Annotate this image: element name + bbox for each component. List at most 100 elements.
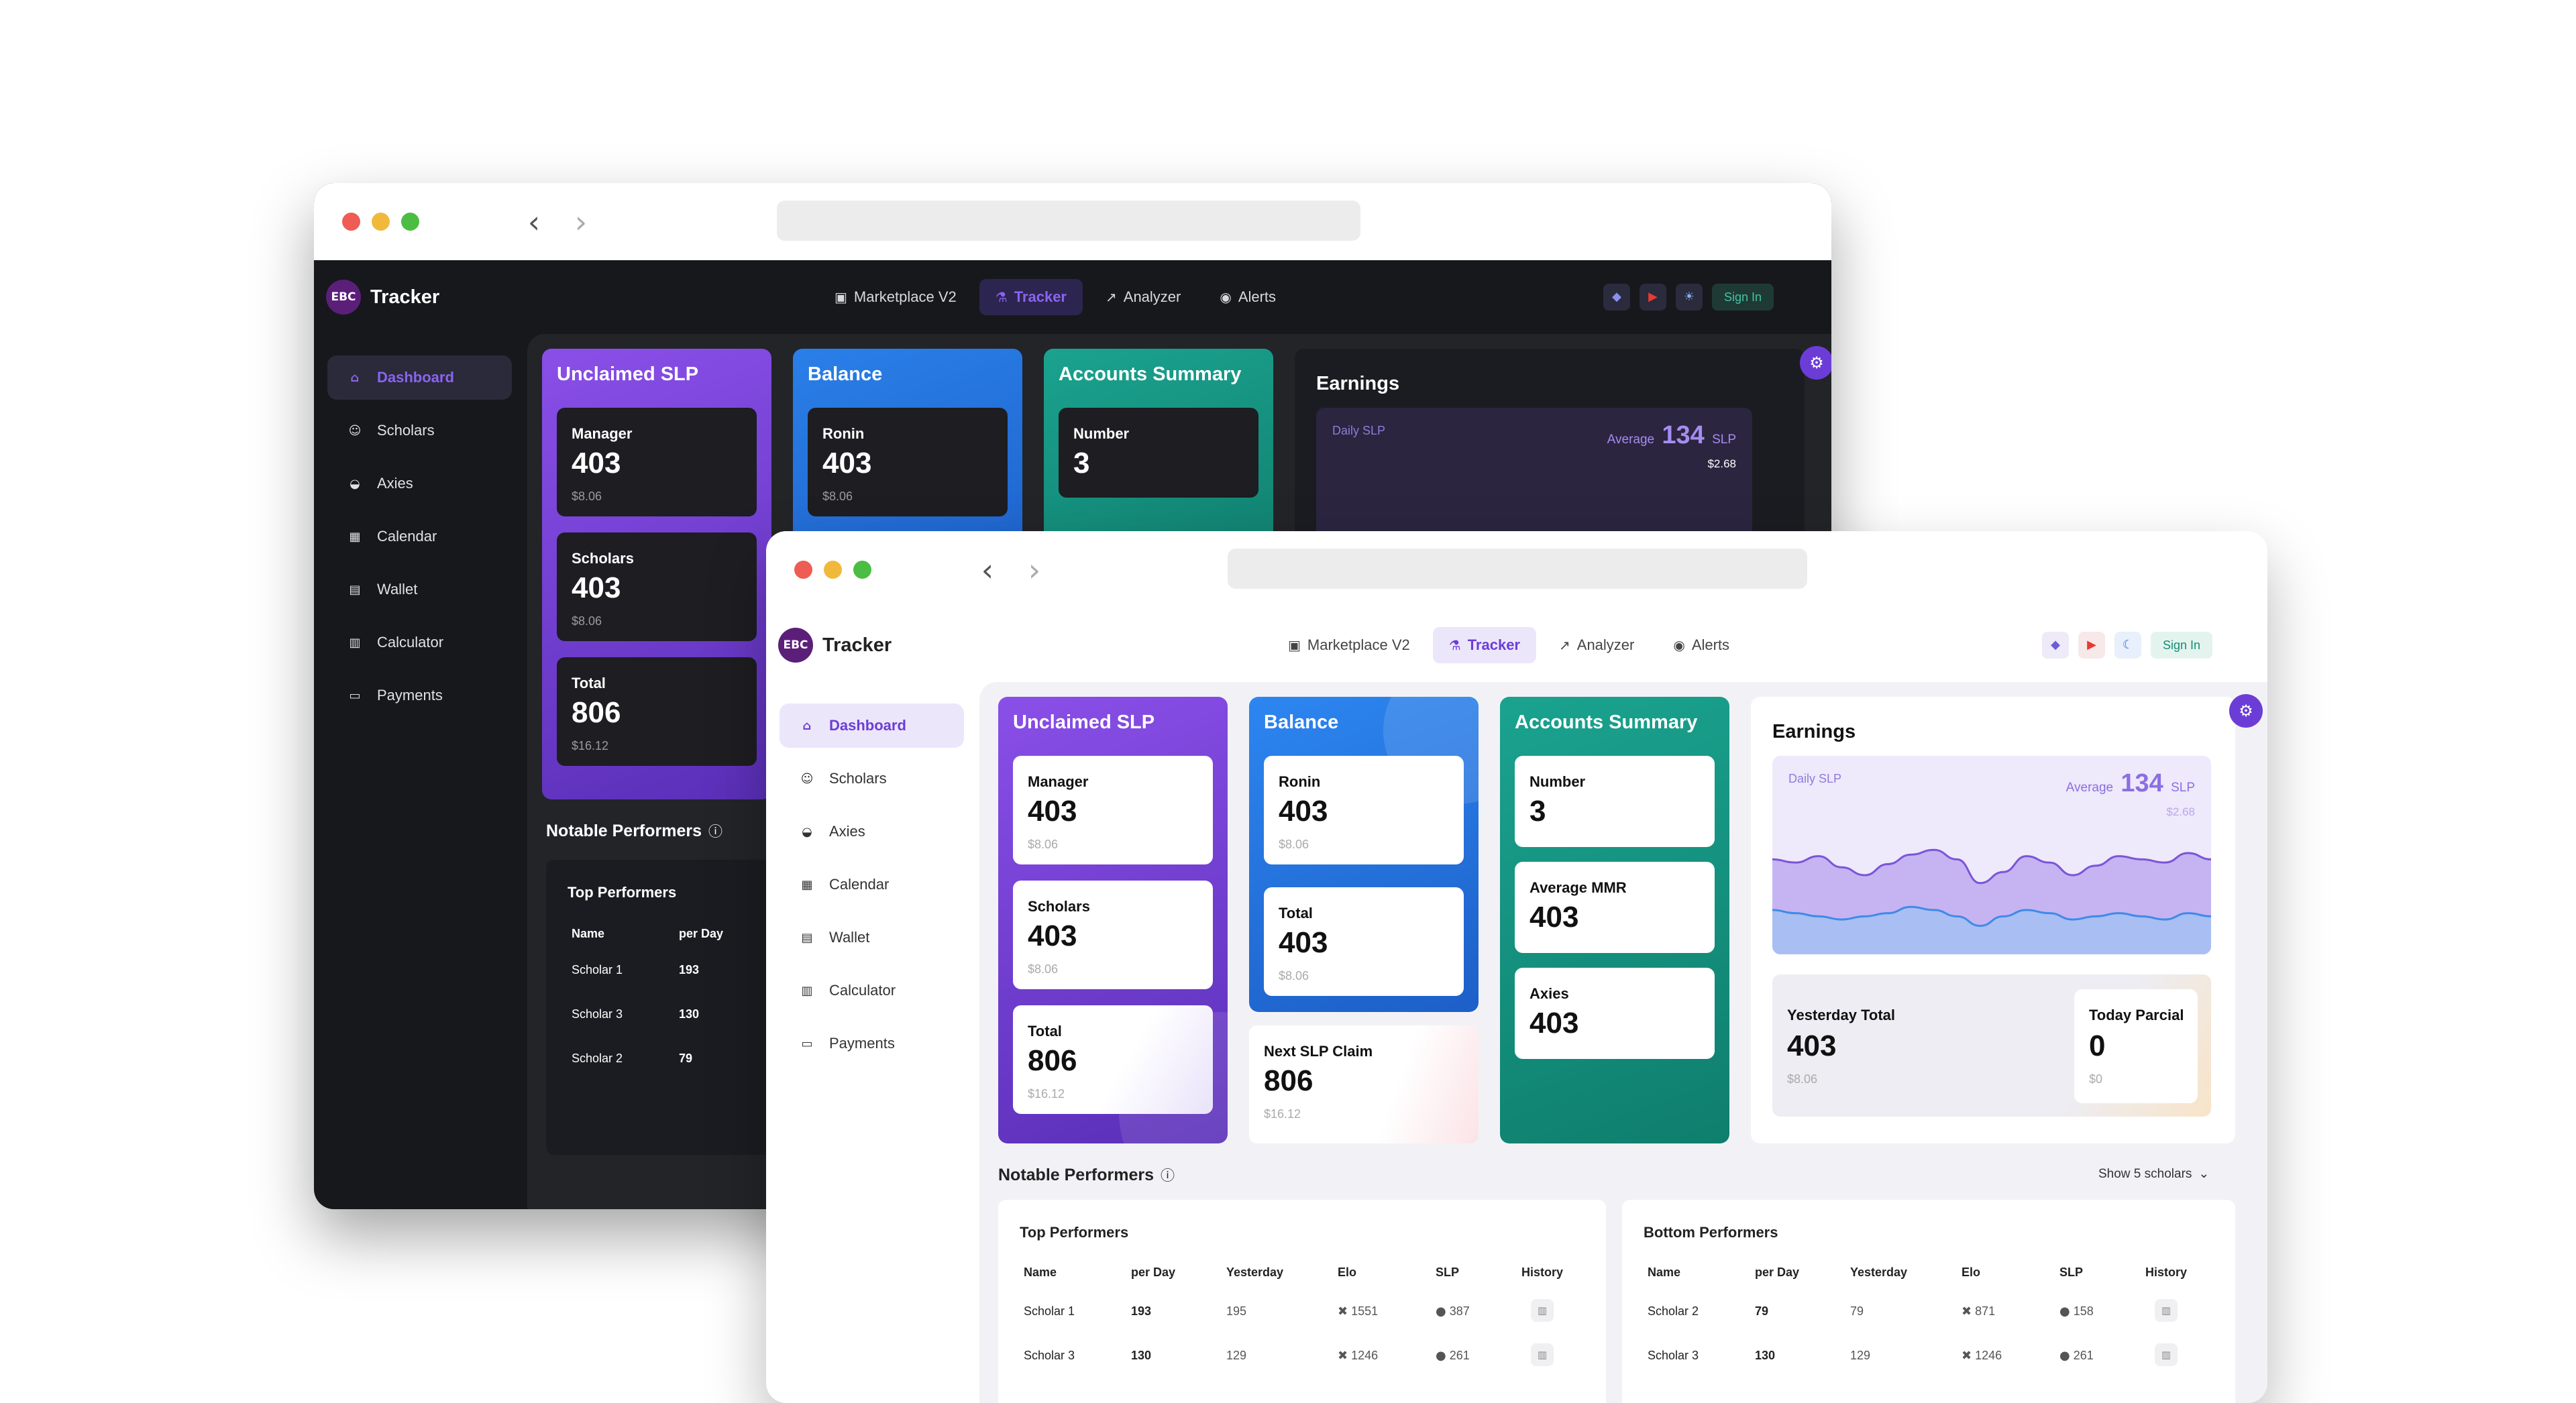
sidebar-item-scholars[interactable]: ☺ Scholars bbox=[348, 422, 435, 439]
settings-gear-icon[interactable]: ⚙ bbox=[1800, 346, 1831, 380]
wallet-icon: ▤ bbox=[349, 582, 361, 597]
minimize-dot[interactable] bbox=[824, 561, 842, 579]
axie-icon: ◒ bbox=[802, 824, 812, 839]
sidebar-item-calculator[interactable]: ▥ Calculator bbox=[780, 968, 964, 1013]
home-icon: ⌂ bbox=[350, 370, 360, 385]
sign-in-button[interactable]: Sign In bbox=[1712, 284, 1774, 311]
unclaimed-slp-title: Unclaimed SLP bbox=[557, 363, 699, 385]
tab-tracker[interactable]: ⚗ Tracker bbox=[979, 279, 1083, 315]
sidebar-item-dashboard[interactable]: ⌂ Dashboard bbox=[780, 704, 964, 748]
info-icon[interactable]: ⓘ bbox=[1161, 1168, 1175, 1184]
card-icon: ▭ bbox=[801, 1036, 813, 1051]
history-chart-icon[interactable]: ▥ bbox=[1531, 1299, 1554, 1322]
stat-average-mmr: Average MMR 403 bbox=[1515, 862, 1715, 953]
stat-manager: Manager 403 $8.06 bbox=[1013, 756, 1213, 864]
elo-icon: ✖ bbox=[1962, 1349, 1972, 1363]
zoom-dot[interactable] bbox=[401, 213, 419, 231]
top-performers-table: Top Performers Name per Day Yesterday El… bbox=[998, 1200, 1606, 1403]
chart-icon: ↗ bbox=[1559, 637, 1570, 653]
average-usd: $2.68 bbox=[2166, 805, 2195, 818]
chart-label: Daily SLP bbox=[1332, 424, 1386, 437]
top-nav: ▣ Marketplace V2 ⚗ Tracker ↗ Analyzer ◉ Aler… bbox=[1272, 627, 1746, 663]
sidebar-item-calendar[interactable]: ▦ Calendar bbox=[780, 862, 964, 907]
url-bar[interactable] bbox=[777, 201, 1360, 241]
yesterday-today-panel: Yesterday Total 403 $8.06 Today Parcial … bbox=[1772, 974, 2211, 1117]
average-label: Average 134 SLP bbox=[1607, 421, 1736, 449]
stat-scholars: Scholars 403 $8.06 bbox=[557, 532, 757, 641]
storefront-icon: ▣ bbox=[835, 289, 847, 305]
earnings-title: Earnings bbox=[1772, 721, 1856, 742]
today-parcial-value: 0 bbox=[2089, 1029, 2106, 1062]
settings-gear-icon[interactable]: ⚙ bbox=[2229, 694, 2263, 728]
sidebar-item-dashboard[interactable]: ⌂ Dashboard bbox=[327, 355, 512, 400]
stat-total: Total 806 $16.12 bbox=[557, 657, 757, 766]
broadcast-icon: ◉ bbox=[1220, 289, 1232, 305]
sidebar-item-axies[interactable]: ◒ Axies bbox=[327, 461, 512, 506]
flask-icon: ⚗ bbox=[1448, 637, 1461, 653]
minimize-dot[interactable] bbox=[372, 213, 390, 231]
chevron-left-icon[interactable]: ‹ bbox=[981, 552, 994, 588]
balance-title: Balance bbox=[1264, 712, 1339, 733]
app-logo[interactable]: EBC bbox=[326, 280, 361, 315]
wallet-icon: ▤ bbox=[801, 930, 813, 945]
sidebar-item-scholars[interactable]: ☺ Scholars bbox=[800, 770, 887, 787]
top-nav: ▣ Marketplace V2 ⚗ Tracker ↗ Analyzer ◉ Aler… bbox=[818, 279, 1292, 315]
url-bar[interactable] bbox=[1228, 549, 1807, 589]
close-dot[interactable] bbox=[342, 213, 360, 231]
app-logo[interactable]: EBC bbox=[778, 628, 813, 663]
chevron-right-icon[interactable]: › bbox=[574, 204, 588, 240]
theme-toggle-icon[interactable]: ☀ bbox=[1676, 284, 1703, 311]
tab-alerts[interactable]: ◉ Alerts bbox=[1657, 627, 1746, 663]
app-name: Tracker bbox=[370, 286, 440, 308]
sidebar-item-wallet[interactable]: ▤ Wallet bbox=[780, 915, 964, 960]
youtube-icon[interactable]: ▶ bbox=[1640, 284, 1666, 311]
zoom-dot[interactable] bbox=[853, 561, 871, 579]
series-1-line bbox=[1772, 905, 2211, 928]
dark-browser-titlebar: ‹ › bbox=[314, 183, 1831, 260]
chevron-right-icon[interactable]: › bbox=[1028, 552, 1041, 588]
tab-alerts[interactable]: ◉ Alerts bbox=[1203, 279, 1292, 315]
sidebar-item-payments[interactable]: ▭ Payments bbox=[780, 1021, 964, 1066]
tab-marketplace[interactable]: ▣ Marketplace V2 bbox=[818, 279, 973, 315]
light-browser-window: ‹ › EBC Tracker ▣ Marketplace V2 ⚗ Tracker… bbox=[766, 531, 2267, 1403]
tab-tracker[interactable]: ⚗ Tracker bbox=[1432, 627, 1536, 663]
header-actions: ◆ ▶ ☀ Sign In bbox=[1603, 284, 1774, 311]
sidebar-item-payments[interactable]: ▭ Payments bbox=[327, 673, 512, 718]
slp-icon: ● bbox=[1436, 1304, 1446, 1318]
unclaimed-slp-card: Unclaimed SLP Manager 403 $8.06 Scholars… bbox=[998, 697, 1228, 1143]
notable-performers-title: Notable Performers ⓘ bbox=[998, 1166, 1175, 1184]
close-dot[interactable] bbox=[794, 561, 812, 579]
sidebar-item-calendar[interactable]: ▦ Calendar bbox=[327, 514, 512, 559]
home-icon: ⌂ bbox=[802, 718, 812, 733]
header-actions: ◆ ▶ ☾ Sign In bbox=[2042, 632, 2213, 659]
stat-scholars: Scholars 403 $8.06 bbox=[1013, 881, 1213, 989]
slp-icon: ● bbox=[1436, 1349, 1446, 1363]
discord-icon[interactable]: ◆ bbox=[1603, 284, 1630, 311]
discord-icon[interactable]: ◆ bbox=[2042, 632, 2069, 659]
sidebar-item-wallet[interactable]: ▤ Wallet bbox=[327, 567, 512, 612]
app-name: Tracker bbox=[822, 634, 892, 656]
tab-analyzer[interactable]: ↗ Analyzer bbox=[1543, 627, 1650, 663]
series-1-area bbox=[1772, 907, 2211, 954]
sign-in-button[interactable]: Sign In bbox=[2151, 632, 2213, 659]
elo-icon: ✖ bbox=[1338, 1349, 1348, 1363]
sidebar-item-calculator[interactable]: ▥ Calculator bbox=[327, 620, 512, 665]
tab-analyzer[interactable]: ↗ Analyzer bbox=[1089, 279, 1197, 315]
elo-icon: ✖ bbox=[1962, 1304, 1972, 1318]
show-scholars-select[interactable]: Show 5 scholars ⌄ bbox=[2098, 1166, 2210, 1181]
history-chart-icon[interactable]: ▥ bbox=[2155, 1343, 2178, 1366]
chevron-left-icon[interactable]: ‹ bbox=[527, 204, 541, 240]
sidebar-item-axies[interactable]: ◒ Axies bbox=[780, 809, 964, 854]
average-label: Average 134 SLP bbox=[2065, 769, 2195, 797]
chevron-down-icon: ⌄ bbox=[2198, 1166, 2210, 1181]
balance-title: Balance bbox=[808, 363, 883, 385]
stat-ronin: Ronin 403 $8.06 bbox=[808, 408, 1008, 516]
elo-icon: ✖ bbox=[1338, 1304, 1348, 1318]
tab-marketplace[interactable]: ▣ Marketplace V2 bbox=[1272, 627, 1426, 663]
theme-toggle-icon[interactable]: ☾ bbox=[2114, 632, 2141, 659]
history-chart-icon[interactable]: ▥ bbox=[1531, 1343, 1554, 1366]
info-icon[interactable]: ⓘ bbox=[708, 824, 723, 840]
youtube-icon[interactable]: ▶ bbox=[2078, 632, 2105, 659]
history-chart-icon[interactable]: ▥ bbox=[2155, 1299, 2178, 1322]
earnings-title: Earnings bbox=[1316, 373, 1400, 394]
